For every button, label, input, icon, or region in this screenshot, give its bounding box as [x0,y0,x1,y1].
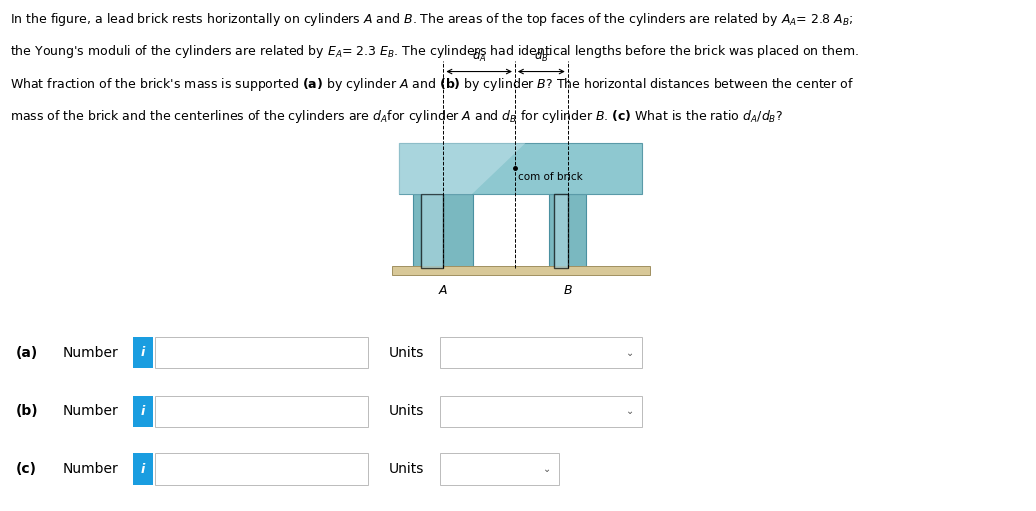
Text: $d_A$: $d_A$ [471,48,487,64]
Text: $B$: $B$ [563,284,573,296]
Text: Number: Number [62,345,118,360]
Text: (c): (c) [16,462,36,476]
FancyBboxPatch shape [440,337,642,368]
Text: i: i [141,346,145,359]
FancyBboxPatch shape [549,194,586,268]
FancyBboxPatch shape [133,453,153,485]
Text: $d_B$: $d_B$ [534,48,549,64]
Text: (a): (a) [16,345,37,360]
FancyBboxPatch shape [553,194,568,268]
Text: ⌄: ⌄ [543,464,551,474]
FancyBboxPatch shape [133,396,153,427]
FancyBboxPatch shape [155,453,368,485]
Text: the Young's moduli of the cylinders are related by $E_A$= 2.3 $E_B$. The cylinde: the Young's moduli of the cylinders are … [10,43,860,60]
Text: ⌄: ⌄ [626,406,634,416]
Text: What fraction of the brick's mass is supported $\mathbf{(a)}$ by cylinder $\it{A: What fraction of the brick's mass is sup… [10,76,855,92]
Text: Units: Units [388,404,424,419]
FancyBboxPatch shape [155,337,368,368]
Text: i: i [141,405,145,418]
Text: (b): (b) [16,404,38,419]
FancyBboxPatch shape [399,143,642,194]
FancyBboxPatch shape [440,453,559,485]
Text: mass of the brick and the centerlines of the cylinders are $d_A$for cylinder $\i: mass of the brick and the centerlines of… [10,108,783,125]
FancyBboxPatch shape [421,194,443,268]
Polygon shape [399,143,525,194]
Text: i: i [141,462,145,476]
FancyBboxPatch shape [133,337,153,368]
FancyBboxPatch shape [413,194,473,268]
Text: com of brick: com of brick [518,172,582,182]
Text: Units: Units [388,345,424,360]
Text: ⌄: ⌄ [626,347,634,358]
FancyBboxPatch shape [392,266,650,275]
Text: In the figure, a lead brick rests horizontally on cylinders $\it{A}$ and $\it{B}: In the figure, a lead brick rests horizo… [10,11,854,28]
FancyBboxPatch shape [440,396,642,427]
Text: Units: Units [388,462,424,476]
Text: Number: Number [62,462,118,476]
Text: Number: Number [62,404,118,419]
FancyBboxPatch shape [155,396,368,427]
Text: $A$: $A$ [438,284,449,296]
